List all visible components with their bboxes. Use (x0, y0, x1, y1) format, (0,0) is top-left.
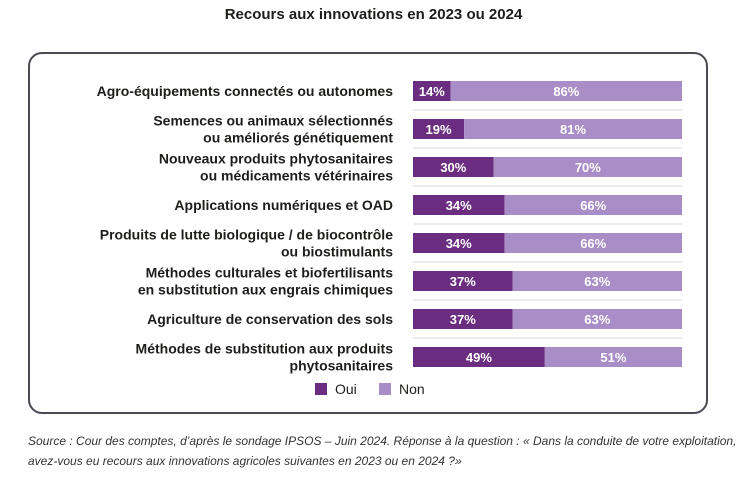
bar-oui-7 (413, 347, 545, 367)
stacked-bar-chart: 14% 86% Agro-équipements connectés ou auto… (97, 81, 682, 397)
bar-non-2 (493, 157, 682, 177)
data-label-oui-7: 49% (466, 350, 492, 365)
bar-oui-6 (413, 309, 513, 329)
category-label-0: Agro-équipements connectés ou autonomes (97, 83, 394, 99)
data-label-non-7: 51% (600, 350, 626, 365)
data-label-non-4: 66% (580, 236, 606, 251)
data-label-non-6: 63% (584, 312, 610, 327)
bar-oui-2 (413, 157, 494, 177)
data-label-non-2: 70% (575, 160, 601, 175)
legend-label-non: Non (399, 381, 425, 397)
category-label-5: Méthodes culturales et biofertilisants (146, 265, 394, 281)
bar-non-3 (504, 195, 682, 215)
category-label-6: Agriculture de conservation des sols (147, 311, 393, 327)
category-label-2: Nouveaux produits phytosanitaires (159, 151, 393, 167)
chart-title: Recours aux innovations en 2023 ou 2024 (224, 6, 523, 23)
bar-non-6 (512, 309, 682, 329)
bar-non-0 (450, 81, 682, 101)
source-note: Source : Cour des comptes, d’après le so… (28, 434, 737, 468)
category-label-1: Semences ou animaux sélectionnés (153, 113, 393, 129)
legend-swatch-non (379, 383, 391, 395)
bar-oui-0 (413, 81, 451, 101)
data-label-non-0: 86% (553, 84, 579, 99)
bar-oui-5 (413, 271, 513, 291)
category-label-1: ou améliorés génétiquement (203, 130, 393, 146)
category-label-4: Produits de lutte biologique / de biocon… (100, 227, 393, 243)
legend-label-oui: Oui (335, 381, 357, 397)
bar-non-7 (544, 347, 682, 367)
category-label-7: Méthodes de substitution aux produits (136, 341, 394, 357)
category-label-7: phytosanitaires (290, 358, 394, 374)
data-label-oui-1: 19% (426, 122, 452, 137)
data-label-non-3: 66% (580, 198, 606, 213)
data-label-non-1: 81% (560, 122, 586, 137)
bar-oui-3 (413, 195, 505, 215)
category-label-3: Applications numériques et OAD (174, 197, 393, 213)
data-label-oui-0: 14% (419, 84, 445, 99)
bar-non-5 (512, 271, 682, 291)
bar-oui-1 (413, 119, 465, 139)
data-label-oui-5: 37% (450, 274, 476, 289)
data-label-oui-4: 34% (446, 236, 472, 251)
data-label-oui-2: 30% (440, 160, 466, 175)
chart-frame: 14% 86% Agro-équipements connectés ou auto… (28, 52, 708, 414)
data-label-non-5: 63% (584, 274, 610, 289)
bar-non-1 (464, 119, 682, 139)
category-label-2: ou médicaments vétérinaires (200, 168, 393, 184)
legend-swatch-oui (315, 383, 327, 395)
data-label-oui-3: 34% (446, 198, 472, 213)
category-label-5: en substitution aux engrais chimiques (138, 282, 393, 298)
bar-oui-4 (413, 233, 505, 253)
category-label-4: ou biostimulants (281, 244, 393, 260)
bar-non-4 (504, 233, 682, 253)
data-label-oui-6: 37% (450, 312, 476, 327)
